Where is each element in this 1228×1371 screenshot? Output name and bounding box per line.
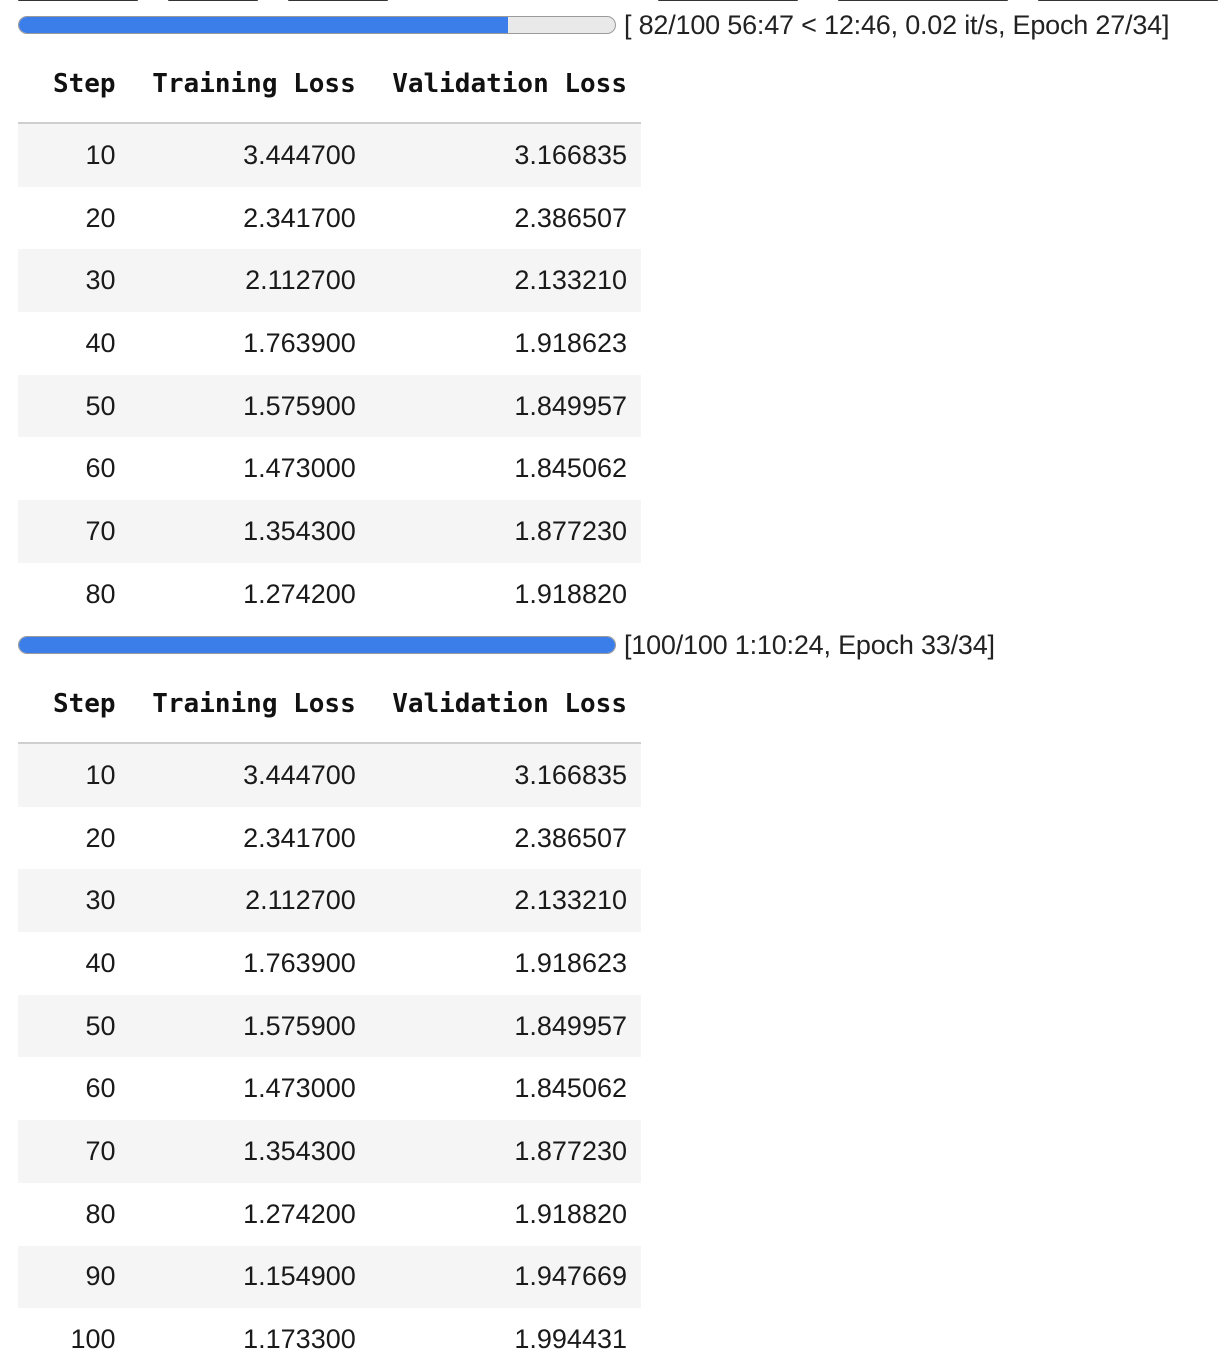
cell-training-loss: 3.444700	[129, 123, 370, 187]
cell-step: 40	[18, 312, 130, 375]
loss-table: Step Training Loss Validation Loss 10 3.4…	[18, 666, 641, 1371]
progress-status-text: [ 82/100 56:47 < 12:46, 0.02 it/s, Epoch…	[624, 9, 1170, 40]
cell-step: 10	[18, 123, 130, 187]
table-row: 80 1.274200 1.918820	[18, 562, 641, 626]
cell-training-loss: 1.354300	[129, 1120, 370, 1183]
cell-step: 30	[18, 249, 130, 313]
training-output-2: [100/100 1:10:24, Epoch 33/34] Step Trai…	[18, 629, 995, 1371]
table-row: 70 1.354300 1.877230	[18, 500, 641, 563]
cell-validation-loss: 1.877230	[369, 1120, 641, 1183]
cell-step: 40	[18, 932, 130, 995]
cell-step: 50	[18, 994, 130, 1058]
cell-validation-loss: 1.849957	[369, 374, 641, 438]
table-row: 40 1.763900 1.918623	[18, 312, 641, 375]
progress-bar	[18, 16, 616, 34]
loss-table-body: 10 3.444700 3.166835 20 2.341700 2.386507 30 2.…	[18, 123, 641, 626]
cell-step: 60	[18, 437, 130, 501]
loss-table-body: 10 3.444700 3.166835 20 2.341700 2.386507 30 2.…	[18, 743, 641, 1371]
column-header-training-loss: Training Loss	[129, 46, 370, 124]
cell-validation-loss: 1.877230	[369, 500, 641, 563]
column-header-step: Step	[18, 666, 130, 744]
cell-step: 30	[18, 869, 130, 933]
table-row: 100 1.173300 1.994431	[18, 1308, 641, 1371]
progress-row: [ 82/100 56:47 < 12:46, 0.02 it/s, Epoch…	[18, 9, 1170, 40]
cell-validation-loss: 1.918623	[369, 312, 641, 375]
cell-validation-loss: 2.386507	[369, 186, 641, 250]
cell-training-loss: 2.341700	[129, 186, 370, 250]
table-row: 60 1.473000 1.845062	[18, 1057, 641, 1121]
table-row: 20 2.341700 2.386507	[18, 186, 641, 250]
progress-bar	[18, 636, 616, 654]
table-row: 30 2.112700 2.133210	[18, 869, 641, 933]
table-row: 80 1.274200 1.918820	[18, 1182, 641, 1246]
cell-training-loss: 2.112700	[129, 869, 370, 933]
cell-validation-loss: 3.166835	[369, 743, 641, 807]
cell-validation-loss: 2.133210	[369, 869, 641, 933]
cell-step: 20	[18, 806, 130, 870]
column-header-validation-loss: Validation Loss	[369, 666, 641, 744]
cell-validation-loss: 1.918623	[369, 932, 641, 995]
cell-validation-loss: 1.845062	[369, 1057, 641, 1121]
cell-training-loss: 1.274200	[129, 1182, 370, 1246]
cell-validation-loss: 1.845062	[369, 437, 641, 501]
cell-training-loss: 1.473000	[129, 1057, 370, 1121]
table-row: 50 1.575900 1.849957	[18, 374, 641, 438]
cell-training-loss: 2.341700	[129, 806, 370, 870]
table-row: 50 1.575900 1.849957	[18, 994, 641, 1058]
cell-validation-loss: 2.133210	[369, 249, 641, 313]
table-row: 90 1.154900 1.947669	[18, 1245, 641, 1309]
cell-training-loss: 1.763900	[129, 312, 370, 375]
table-row: 40 1.763900 1.918623	[18, 932, 641, 995]
cell-validation-loss: 1.947669	[369, 1245, 641, 1309]
cell-training-loss: 1.575900	[129, 374, 370, 438]
table-row: 20 2.341700 2.386507	[18, 806, 641, 870]
cell-training-loss: 1.473000	[129, 437, 370, 501]
progress-row: [100/100 1:10:24, Epoch 33/34]	[18, 629, 995, 660]
cell-step: 70	[18, 500, 130, 563]
cell-training-loss: 1.763900	[129, 932, 370, 995]
cell-training-loss: 1.154900	[129, 1245, 370, 1309]
progress-bar-fill	[19, 17, 508, 33]
cell-training-loss: 2.112700	[129, 249, 370, 313]
cell-validation-loss: 1.918820	[369, 1182, 641, 1246]
training-output-1: [ 82/100 56:47 < 12:46, 0.02 it/s, Epoch…	[18, 9, 1170, 626]
table-header-row: Step Training Loss Validation Loss	[18, 666, 641, 744]
cell-validation-loss: 2.386507	[369, 806, 641, 870]
cell-step: 60	[18, 1057, 130, 1121]
cell-validation-loss: 1.994431	[369, 1308, 641, 1371]
cell-training-loss: 1.173300	[129, 1308, 370, 1371]
clipped-output-line	[18, 0, 1218, 4]
column-header-training-loss: Training Loss	[129, 666, 370, 744]
cell-validation-loss: 3.166835	[369, 123, 641, 187]
cell-training-loss: 1.575900	[129, 994, 370, 1058]
table-row: 60 1.473000 1.845062	[18, 437, 641, 501]
cell-step: 70	[18, 1120, 130, 1183]
table-row: 10 3.444700 3.166835	[18, 743, 641, 807]
cell-training-loss: 1.354300	[129, 500, 370, 563]
cell-step: 100	[18, 1308, 130, 1371]
column-header-validation-loss: Validation Loss	[369, 46, 641, 124]
cell-step: 20	[18, 186, 130, 250]
table-header-row: Step Training Loss Validation Loss	[18, 46, 641, 124]
cell-step: 10	[18, 743, 130, 807]
cell-step: 80	[18, 1182, 130, 1246]
table-row: 10 3.444700 3.166835	[18, 123, 641, 187]
progress-bar-fill	[19, 637, 615, 653]
cell-step: 50	[18, 374, 130, 438]
progress-status-text: [100/100 1:10:24, Epoch 33/34]	[624, 629, 995, 660]
column-header-step: Step	[18, 46, 130, 124]
cell-validation-loss: 1.918820	[369, 562, 641, 626]
table-row: 30 2.112700 2.133210	[18, 249, 641, 313]
loss-table: Step Training Loss Validation Loss 10 3.4…	[18, 46, 641, 626]
cell-validation-loss: 1.849957	[369, 994, 641, 1058]
cell-step: 80	[18, 562, 130, 626]
cell-training-loss: 1.274200	[129, 562, 370, 626]
cell-step: 90	[18, 1245, 130, 1309]
table-row: 70 1.354300 1.877230	[18, 1120, 641, 1183]
cell-training-loss: 3.444700	[129, 743, 370, 807]
